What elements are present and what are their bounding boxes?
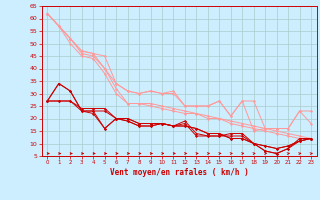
X-axis label: Vent moyen/en rafales ( km/h ): Vent moyen/en rafales ( km/h ) — [110, 168, 249, 177]
